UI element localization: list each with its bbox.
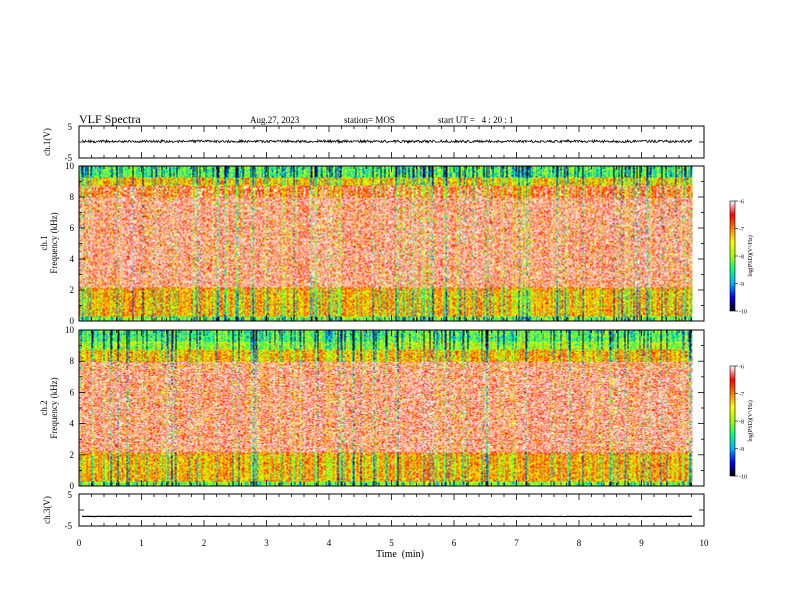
ch1-colorbar <box>729 200 736 312</box>
ch2-spectrogram-colorbar-tick-label: -10 <box>739 475 747 481</box>
ch1-waveform-panel: 5 -5 ch.1(V) <box>42 122 705 163</box>
ch2-spectrogram-ylabel-line2: Frequency (kHz) <box>49 377 59 438</box>
time-tick-label: 9 <box>639 538 644 548</box>
ch2-frequency-ticks: 0 2 4 6 8 10 <box>65 325 75 491</box>
ch1-spectrogram-panel: 0 2 4 6 8 10 ch.1 Frequency (kHz) -6 -7 -8 -9 -10… <box>39 161 754 326</box>
ch2-spectrogram-ytick-label: 10 <box>65 325 75 335</box>
time-tick-label: 6 <box>452 538 457 548</box>
ch2-spectrogram-panel: 0 2 4 6 8 10 ch.2 Frequency (kHz) -6 -7 -8 -9 -10… <box>39 325 754 491</box>
time-tick-label: 3 <box>264 538 269 548</box>
ch1-colorbar-label: log(PSD)(V²/Hz) <box>747 235 754 276</box>
ch1-ytick-bottom: -5 <box>65 153 73 163</box>
ch3-waveform-panel: 5 -5 ch.3(V) <box>42 490 705 531</box>
ch2-spectrogram-colorbar-tick-label: -9 <box>739 447 744 453</box>
time-tick-label: 4 <box>327 538 332 548</box>
ch2-spectrogram-colorbar-tick-label: -8 <box>739 420 744 426</box>
ch1-frequency-ticks: 0 2 4 6 8 10 <box>65 161 75 326</box>
ch2-spectrogram-ticks <box>78 329 705 487</box>
time-tick-label: 1 <box>139 538 144 548</box>
ch1-spectrogram-ytick-label: 8 <box>70 192 75 202</box>
ch2-spectrogram-ytick-label: 8 <box>70 356 75 366</box>
ch1-colorbar-ticks: -6 -7 -8 -9 -10 <box>735 200 747 316</box>
time-tick-label: 8 <box>577 538 582 548</box>
time-tick-label: 0 <box>77 538 82 548</box>
ch3-ytick-bottom: -5 <box>65 521 73 531</box>
ch1-spectrogram-ytick-label: 2 <box>70 285 75 295</box>
ch1-spectrogram-colorbar-tick-label: -10 <box>739 310 747 316</box>
station-label: station= MOS <box>344 115 395 125</box>
ch2-spectrogram-ytick-label: 6 <box>70 387 75 397</box>
ch3-waveform-ylabel: ch.3(V) <box>42 496 52 524</box>
ch3-waveform-ticks <box>78 493 705 527</box>
ch1-spectrogram-colorbar-tick-label: -8 <box>739 255 744 261</box>
ch2-spectrogram-ytick-label: 0 <box>70 481 75 491</box>
time-tick-label: 10 <box>700 538 710 548</box>
ch1-waveform-ticks <box>78 125 705 159</box>
figure-title: VLF Spectra <box>79 112 141 126</box>
ch1-waveform-line <box>81 138 693 145</box>
ch2-colorbar-label: log(PSD)(V²/Hz) <box>747 400 754 441</box>
ch1-spectrogram-ytick-label: 4 <box>70 254 75 264</box>
ch2-spectrogram-ytick-label: 2 <box>70 450 75 460</box>
ch2-spectrogram-colorbar-tick-label: -6 <box>739 365 744 371</box>
time-tick-label: 5 <box>389 538 394 548</box>
ch3-ytick-top: 5 <box>68 490 73 500</box>
ch1-spectrogram-ylabel-line1: ch.1 <box>39 235 49 250</box>
ch1-spectrogram-colorbar-tick-label: -9 <box>739 282 744 288</box>
ch1-spectrogram-ytick-label: 10 <box>65 161 75 171</box>
time-axis-label: Time (min) <box>376 549 424 560</box>
time-axis-ticks: 0 1 2 3 4 5 6 7 8 9 10 <box>77 538 709 548</box>
date-label: Aug.27, 2023 <box>250 115 300 125</box>
ch2-spectrogram-image <box>79 330 693 486</box>
ch2-colorbar <box>729 365 736 477</box>
start-ut-label: start UT = 4 : 20 : 1 <box>438 115 514 125</box>
ch2-spectrogram-ylabel-line1: ch.2 <box>39 400 49 415</box>
ch1-spectrogram-ylabel-line2: Frequency (kHz) <box>49 212 59 273</box>
ch1-spectrogram-colorbar-tick-label: -7 <box>739 227 744 233</box>
ch1-spectrogram-ytick-label: 0 <box>70 316 75 326</box>
ch1-spectrogram-ytick-label: 6 <box>70 223 75 233</box>
ch1-spectrogram-colorbar-tick-label: -6 <box>739 200 744 206</box>
ch1-spectrogram-image <box>79 166 693 321</box>
ch2-spectrogram-colorbar-tick-label: -7 <box>739 392 744 398</box>
ch2-colorbar-ticks: -6 -7 -8 -9 -10 <box>735 365 747 481</box>
ch2-spectrogram-ytick-label: 4 <box>70 419 75 429</box>
ch1-waveform-ylabel: ch.1(V) <box>42 128 52 156</box>
ch1-ytick-top: 5 <box>68 122 73 132</box>
time-tick-label: 2 <box>202 538 207 548</box>
time-tick-label: 7 <box>514 538 519 548</box>
ch1-spectrogram-ticks <box>78 165 705 322</box>
